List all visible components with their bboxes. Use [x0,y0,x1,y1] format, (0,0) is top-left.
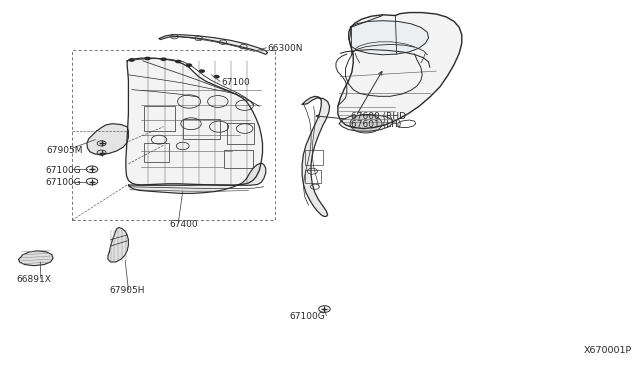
Text: 67905H: 67905H [109,286,145,295]
Text: 67905M: 67905M [47,146,83,155]
Polygon shape [159,35,268,54]
Text: 67601 (LH): 67601 (LH) [351,121,401,129]
Text: 67400: 67400 [170,220,198,229]
Circle shape [213,75,220,78]
Text: 66891X: 66891X [17,275,52,284]
Polygon shape [338,13,462,129]
Text: X670001P: X670001P [584,346,632,355]
Circle shape [186,63,192,67]
Bar [305,150,323,164]
Circle shape [198,69,205,73]
Circle shape [175,60,181,63]
Bar [145,106,175,131]
Polygon shape [108,228,129,262]
Circle shape [129,58,135,62]
Bar [305,170,321,183]
Text: 66300N: 66300N [268,44,303,53]
Circle shape [161,57,167,61]
Bar [227,123,254,144]
Bar [224,150,253,168]
Bar [182,119,220,138]
Polygon shape [339,115,393,131]
Polygon shape [349,21,429,55]
Text: 67100G: 67100G [289,312,325,321]
Polygon shape [302,96,330,217]
Circle shape [145,57,151,60]
Text: 67600 (RHD: 67600 (RHD [351,112,406,121]
Text: 67100G: 67100G [45,166,81,174]
Text: 67100G: 67100G [45,178,81,187]
Text: 67100: 67100 [221,78,250,87]
Bar [145,142,169,162]
Polygon shape [126,58,262,185]
Circle shape [350,115,382,133]
Polygon shape [129,163,266,193]
Polygon shape [19,251,53,266]
Polygon shape [87,124,129,154]
